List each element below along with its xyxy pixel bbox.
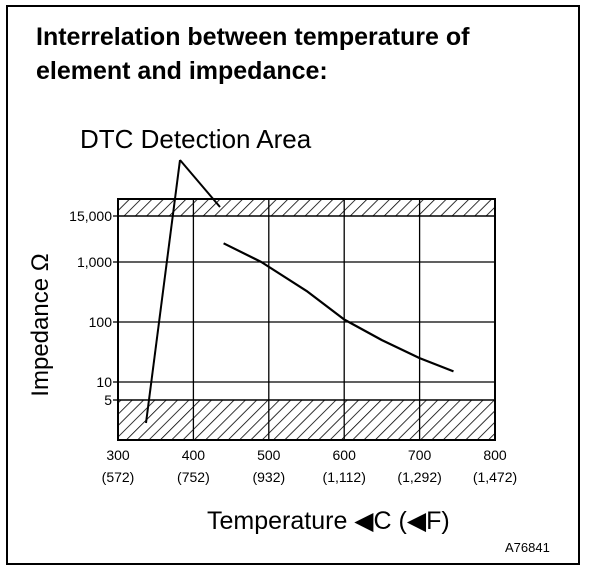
impedance-curve-1	[223, 242, 454, 373]
x-tick-label-400: 400	[182, 447, 206, 463]
chart-title: Interrelation between temperature of ele…	[36, 20, 556, 88]
x-tick-label-700: 700	[408, 447, 432, 463]
y-tick-label-1000: 1,000	[77, 254, 112, 270]
leader-line-lower	[145, 159, 181, 424]
dtc-region-1	[117, 198, 496, 217]
x-tick-label-600: 600	[333, 447, 357, 463]
y-tick-label-15000: 15,000	[69, 208, 112, 224]
figure-id: A76841	[505, 540, 550, 555]
x-tick-label-f-600: (1,112)	[323, 469, 366, 485]
chart-title-line-1: Interrelation between temperature of	[36, 23, 470, 51]
x-axis-label: Temperature ◀C (◀F)	[207, 507, 450, 535]
y-tick-label-5: 5	[104, 392, 112, 408]
y-tick-label-100: 100	[89, 314, 113, 330]
leader-line-upper	[179, 159, 221, 208]
x-tick-label-500: 500	[257, 447, 281, 463]
dtc-region-2	[117, 399, 496, 441]
figure-frame	[6, 5, 580, 565]
chart-title-line-2: element and impedance:	[36, 57, 328, 85]
x-tick-label-800: 800	[483, 447, 507, 463]
x-tick-label-300: 300	[106, 447, 130, 463]
x-tick-label-f-700: (1,292)	[397, 469, 441, 485]
dtc-area-label: DTC Detection Area	[80, 124, 312, 154]
x-tick-label-f-300: (572)	[102, 469, 135, 485]
x-tick-label-f-400: (752)	[177, 469, 210, 485]
x-tick-label-f-500: (932)	[252, 469, 285, 485]
x-tick-label-f-800: (1,472)	[473, 469, 517, 485]
y-tick-label-10: 10	[96, 374, 112, 390]
